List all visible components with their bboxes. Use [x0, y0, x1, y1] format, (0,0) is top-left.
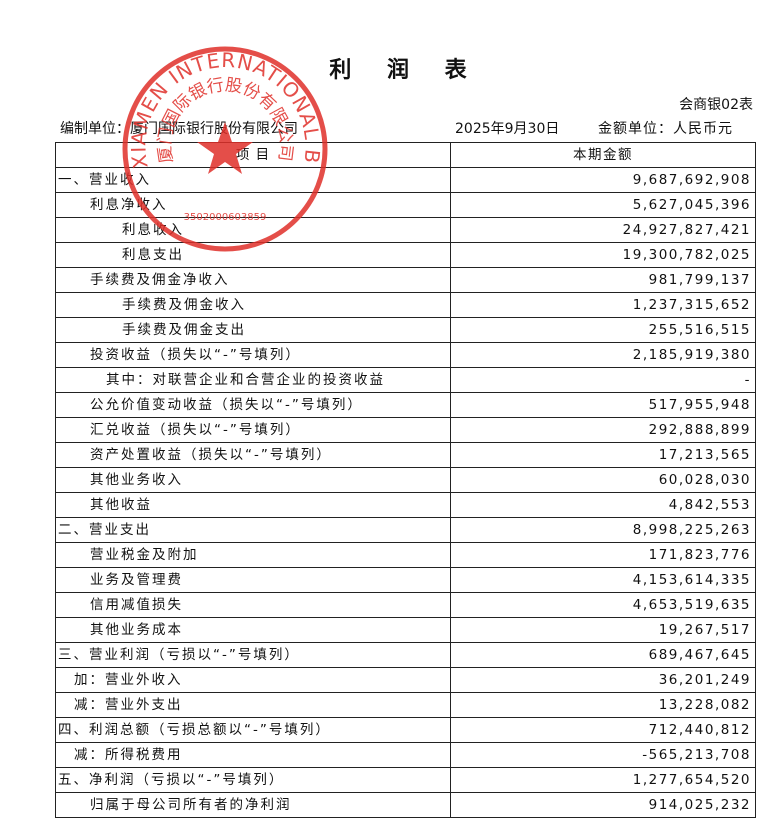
- report-date: 2025年9月30日: [455, 121, 560, 137]
- item-amount: 4,653,519,635: [451, 593, 756, 618]
- item-label: 四、利润总额（亏损总额以“-”号填列）: [56, 718, 451, 743]
- item-label: 其他业务成本: [56, 618, 451, 643]
- table-row: 公允价值变动收益（损失以“-”号填列） 517,955,948: [56, 393, 756, 418]
- item-amount: 914,025,232: [451, 793, 756, 818]
- column-header: 项 目: [56, 143, 451, 168]
- income-table: 项 目 本期金额 一、营业收入 9,687,692,908 利息净收入 5,627,0…: [55, 142, 756, 818]
- item-label: 三、营业利润（亏损以“-”号填列）: [56, 643, 451, 668]
- item-label: 公允价值变动收益（损失以“-”号填列）: [56, 393, 451, 418]
- item-label: 手续费及佣金净收入: [56, 268, 451, 293]
- table-row: 其他业务收入 60,028,030: [56, 468, 756, 493]
- column-header: 本期金额: [451, 143, 756, 168]
- item-label: 资产处置收益（损失以“-”号填列）: [56, 443, 451, 468]
- item-label: 汇兑收益（损失以“-”号填列）: [56, 418, 451, 443]
- item-amount: 8,998,225,263: [451, 518, 756, 543]
- table-row: 业务及管理费 4,153,614,335: [56, 568, 756, 593]
- table-row: 四、利润总额（亏损总额以“-”号填列） 712,440,812: [56, 718, 756, 743]
- item-amount: 4,842,553: [451, 493, 756, 518]
- item-amount: 689,467,645: [451, 643, 756, 668]
- item-label: 手续费及佣金收入: [56, 293, 451, 318]
- item-amount: 13,228,082: [451, 693, 756, 718]
- table-row: 资产处置收益（损失以“-”号填列） 17,213,565: [56, 443, 756, 468]
- item-amount: 1,237,315,652: [451, 293, 756, 318]
- table-row: 五、净利润（亏损以“-”号填列） 1,277,654,520: [56, 768, 756, 793]
- item-label: 营业税金及附加: [56, 543, 451, 568]
- item-amount: 255,516,515: [451, 318, 756, 343]
- table-row: 营业税金及附加 171,823,776: [56, 543, 756, 568]
- item-label: 利息支出: [56, 243, 451, 268]
- item-amount: 4,153,614,335: [451, 568, 756, 593]
- item-amount: -565,213,708: [451, 743, 756, 768]
- item-label: 五、净利润（亏损以“-”号填列）: [56, 768, 451, 793]
- item-label: 利息收入: [56, 218, 451, 243]
- item-amount: 2,185,919,380: [451, 343, 756, 368]
- table-row: 加：营业外收入 36,201,249: [56, 668, 756, 693]
- item-label: 利息净收入: [56, 193, 451, 218]
- table-row: 利息支出 19,300,782,025: [56, 243, 756, 268]
- item-label: 一、营业收入: [56, 168, 451, 193]
- table-row: 其他业务成本 19,267,517: [56, 618, 756, 643]
- item-label: 其他业务收入: [56, 468, 451, 493]
- item-amount: 517,955,948: [451, 393, 756, 418]
- table-row: 其中：对联营企业和合营企业的投资收益 -: [56, 368, 756, 393]
- table-row: 一、营业收入 9,687,692,908: [56, 168, 756, 193]
- item-label: 加：营业外收入: [56, 668, 451, 693]
- item-amount: 19,300,782,025: [451, 243, 756, 268]
- title: 利 润 表: [329, 58, 481, 83]
- item-label: 业务及管理费: [56, 568, 451, 593]
- table-row: 归属于母公司所有者的净利润 914,025,232: [56, 793, 756, 818]
- item-label: 手续费及佣金支出: [56, 318, 451, 343]
- currency-unit: 金额单位：人民币元: [598, 121, 733, 137]
- table-row: 手续费及佣金净收入 981,799,137: [56, 268, 756, 293]
- table-row: 信用减值损失 4,653,519,635: [56, 593, 756, 618]
- item-amount: 60,028,030: [451, 468, 756, 493]
- table-row: 手续费及佣金支出 255,516,515: [56, 318, 756, 343]
- table-row: 减：所得税费用 -565,213,708: [56, 743, 756, 768]
- item-amount: 19,267,517: [451, 618, 756, 643]
- table-row: 利息收入 24,927,827,421: [56, 218, 756, 243]
- table-row: 汇兑收益（损失以“-”号填列） 292,888,899: [56, 418, 756, 443]
- table-row: 利息净收入 5,627,045,396: [56, 193, 756, 218]
- item-amount: 24,927,827,421: [451, 218, 756, 243]
- item-label: 减：所得税费用: [56, 743, 451, 768]
- form-number: 会商银02表: [679, 97, 753, 113]
- header-row: 项 目 本期金额: [56, 143, 756, 168]
- table-row: 减：营业外支出 13,228,082: [56, 693, 756, 718]
- item-label: 其中：对联营企业和合营企业的投资收益: [56, 368, 451, 393]
- item-label: 减：营业外支出: [56, 693, 451, 718]
- table-row: 三、营业利润（亏损以“-”号填列） 689,467,645: [56, 643, 756, 668]
- item-amount: 5,627,045,396: [451, 193, 756, 218]
- item-amount: 712,440,812: [451, 718, 756, 743]
- table-row: 手续费及佣金收入 1,237,315,652: [56, 293, 756, 318]
- item-amount: 292,888,899: [451, 418, 756, 443]
- item-label: 其他收益: [56, 493, 451, 518]
- table-row: 其他收益 4,842,553: [56, 493, 756, 518]
- organization: 编制单位：厦门国际银行股份有限公司: [60, 121, 298, 137]
- item-label: 归属于母公司所有者的净利润: [56, 793, 451, 818]
- item-amount: -: [451, 368, 756, 393]
- table-row: 投资收益（损失以“-”号填列） 2,185,919,380: [56, 343, 756, 368]
- item-label: 二、营业支出: [56, 518, 451, 543]
- table-row: 二、营业支出 8,998,225,263: [56, 518, 756, 543]
- item-amount: 1,277,654,520: [451, 768, 756, 793]
- item-amount: 36,201,249: [451, 668, 756, 693]
- item-amount: 17,213,565: [451, 443, 756, 468]
- item-label: 投资收益（损失以“-”号填列）: [56, 343, 451, 368]
- item-amount: 981,799,137: [451, 268, 756, 293]
- item-label: 信用减值损失: [56, 593, 451, 618]
- item-amount: 171,823,776: [451, 543, 756, 568]
- item-amount: 9,687,692,908: [451, 168, 756, 193]
